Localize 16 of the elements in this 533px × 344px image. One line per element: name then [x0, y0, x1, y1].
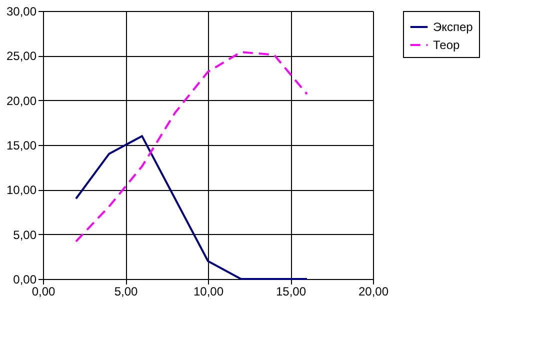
line-series — [75, 51, 308, 242]
x-tick-label: 10,00 — [193, 284, 224, 298]
y-tick-label: 0,00 — [13, 272, 37, 286]
y-tick-label: 15,00 — [6, 138, 37, 152]
x-tick-label: 5,00 — [114, 284, 138, 298]
y-tick-label: 25,00 — [6, 49, 37, 64]
y-tick-label: 5,00 — [13, 228, 37, 242]
x-tick-label: 15,00 — [276, 284, 306, 298]
y-tick-label: 30,00 — [6, 4, 37, 18]
y-tick-label: 20,00 — [6, 94, 37, 108]
legend-label: Экспер — [433, 20, 474, 34]
legend-label: Теор — [433, 38, 460, 52]
y-tick-label: 10,00 — [6, 183, 37, 198]
line-series — [75, 135, 308, 280]
x-tick-label: 20,00 — [358, 284, 389, 298]
x-tick-label: 0,00 — [32, 284, 56, 298]
